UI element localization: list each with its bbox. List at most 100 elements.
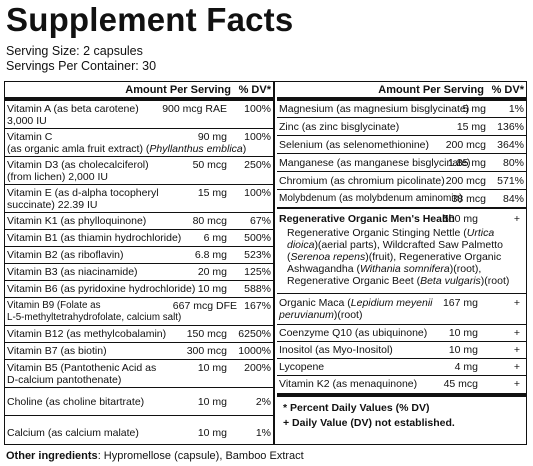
blend-text: )(fruit), Regenerative Organic [365, 251, 502, 263]
nutrient-dv: + [513, 361, 520, 373]
nutrient-amount: 15 mg [197, 187, 227, 199]
nutrient-row: Vitamin B3 (as niacinamide) 20 mg 125% [5, 264, 273, 281]
nutrient-name: Vitamin E (as d-alpha tocopheryl [7, 187, 159, 199]
nutrient-name: Vitamin A (as beta carotene) [7, 103, 139, 115]
page-title: Supplement Facts [6, 1, 294, 38]
nutrient-amount: 1.85 mg [448, 157, 486, 169]
footnote-dv-not-established: + Daily Value (DV) not established. [283, 417, 455, 429]
nutrient-row: Vitamin B6 (as pyridoxine hydrochloride)… [5, 281, 273, 298]
nutrient-name: Vitamin B2 (as riboflavin) [7, 249, 124, 261]
facts-panel: Amount Per Serving % DV* Vitamin A (as b… [4, 81, 527, 445]
nutrient-name: Selenium (as selenomethionine) [279, 139, 429, 151]
nutrient-amount: 90 mg [197, 131, 227, 143]
nutrient-name: Vitamin C [7, 131, 53, 143]
other-ingredients-label: Other ingredients [6, 450, 98, 462]
nutrient-dv: 571% [497, 175, 524, 187]
blend-text: )(root), [449, 263, 482, 275]
servings-per-container: Servings Per Container: 30 [6, 59, 157, 73]
nutrient-amount: 10 mg [448, 344, 478, 356]
nutrient-name: Choline (as choline bitartrate) [7, 396, 145, 408]
nutrient-name: Vitamin B9 (Folate as [7, 300, 101, 311]
nutrient-name: Vitamin K1 (as phylloquinone) [7, 215, 147, 227]
nutrient-row: Choline (as choline bitartrate) 10 mg 2% [5, 388, 273, 416]
nutrient-amount: 6.8 mg [194, 249, 227, 261]
nutrient-dv: 1% [508, 103, 524, 115]
nutrient-name: Vitamin B6 (as pyridoxine hydrochloride) [7, 283, 196, 295]
blend-latin-name: Withania somnifera [359, 263, 450, 275]
nutrient-dv: 80% [502, 157, 524, 169]
nutrient-amount: 150 mcg [186, 328, 227, 340]
nutrient-name: Inositol (as Myo-Inositol) [279, 344, 393, 356]
proprietary-blend: Regenerative Organic Men's Health 500 mg… [277, 211, 526, 294]
nutrient-amount: 200 mcg [445, 175, 486, 187]
nutrient-amount: 10 mg [197, 362, 227, 374]
nutrient-dv: 136% [497, 121, 524, 133]
nutrient-dv: + [513, 344, 520, 356]
nutrient-row: Vitamin B7 (as biotin) 300 mcg 1000% [5, 343, 273, 360]
nutrient-name-detail: 3,000 IU [7, 115, 47, 127]
nutrient-row: Vitamin K2 (as menaquinone) 45 mcg + [277, 376, 526, 397]
nutrient-dv: 588% [244, 283, 271, 295]
blend-text: Regenerative Organic Stinging Nettle ( [287, 227, 467, 239]
nutrient-row: Calcium (as calcium malate) 10 mg 1% [5, 416, 273, 439]
nutrient-amount: 5 mg [462, 103, 486, 115]
nutrient-name: Lycopene [279, 361, 325, 373]
blend-text: )(root) [480, 275, 510, 287]
nutrient-row-maca: Organic Maca (Lepidium meyenii peruvianu… [277, 294, 526, 325]
nutrient-row: Magnesium (as magnesium bisglycinate) 5 … [277, 101, 526, 118]
nutrient-latin-name: Lepidium meyenii [350, 297, 433, 309]
blend-text: Ashwagandha ( [287, 263, 360, 275]
nutrient-name-detail: D-calcium pantothenate) [7, 374, 122, 386]
nutrient-amount: 900 mcg RAE [162, 103, 227, 115]
nutrient-name: Vitamin B12 (as methylcobalamin) [7, 328, 167, 340]
left-column: Amount Per Serving % DV* Vitamin A (as b… [5, 82, 275, 444]
nutrient-name: Zinc (as zinc bisglycinate) [279, 121, 400, 133]
nutrient-amount: 38 mcg [451, 193, 486, 205]
nutrient-row: Vitamin B12 (as methylcobalamin) 150 mcg… [5, 326, 273, 343]
nutrient-row: Vitamin E (as d-alpha tocopheryl succinat… [5, 185, 273, 213]
nutrient-amount: 20 mg [197, 266, 227, 278]
nutrient-amount: 10 mg [197, 396, 227, 408]
blend-latin-name: Urtica [466, 227, 495, 239]
nutrient-dv: 84% [502, 193, 524, 205]
nutrient-name: Chromium (as chromium picolinate) [279, 175, 445, 187]
nutrient-name: Vitamin B3 (as niacinamide) [7, 266, 138, 278]
nutrient-dv: 100% [244, 103, 271, 115]
nutrient-row: Selenium (as selenomethionine) 200 mcg 3… [277, 137, 526, 154]
nutrient-row: Vitamin D3 (as cholecalciferol) (from lic… [5, 157, 273, 185]
nutrient-dv: + [513, 297, 520, 309]
blend-dv: + [513, 213, 520, 225]
nutrient-name: Coenzyme Q10 (as ubiquinone) [279, 327, 428, 339]
blend-text: ( [287, 251, 291, 263]
nutrient-amount: 10 mg [197, 427, 227, 439]
nutrient-latin-name: Phyllanthus emblica [149, 143, 243, 155]
other-ingredients: Other ingredients: Hypromellose (capsule… [6, 450, 304, 462]
nutrient-row: Coenzyme Q10 (as ubiquinone) 10 mg + [277, 325, 526, 342]
nutrient-amount: 80 mcg [192, 215, 227, 227]
nutrient-dv: 6250% [238, 328, 271, 340]
nutrient-row: Vitamin B2 (as riboflavin) 6.8 mg 523% [5, 247, 273, 264]
nutrient-dv: 100% [244, 131, 271, 143]
nutrient-dv: 364% [497, 139, 524, 151]
blend-amount: 500 mg [442, 213, 478, 225]
footnote-percent-dv: * Percent Daily Values (% DV) [283, 402, 430, 414]
blend-latin-name: Beta vulgaris [420, 275, 481, 287]
nutrient-dv: 100% [244, 187, 271, 199]
serving-size: Serving Size: 2 capsules [6, 44, 143, 58]
nutrient-dv: 67% [249, 215, 271, 227]
nutrient-name: Calcium (as calcium malate) [7, 427, 139, 439]
other-ingredients-text: : Hypromellose (capsule), Bamboo Extract [97, 450, 304, 462]
amount-header: Amount Per Serving [125, 84, 231, 96]
nutrient-row: Vitamin B5 (Pantothenic Acid as D-calcium… [5, 360, 273, 388]
nutrient-row: Vitamin K1 (as phylloquinone) 80 mcg 67% [5, 213, 273, 230]
nutrient-name-detail: )(root) [333, 309, 363, 321]
nutrient-dv: 125% [244, 266, 271, 278]
nutrient-name: Organic Maca ( [279, 297, 351, 309]
nutrient-row: Inositol (as Myo-Inositol) 10 mg + [277, 342, 526, 359]
nutrient-dv: 2% [255, 396, 271, 408]
nutrient-row: Vitamin A (as beta carotene) 3,000 IU 900… [5, 101, 273, 129]
nutrient-name-detail: succinate) 22.39 IU [7, 199, 98, 211]
nutrient-dv: + [513, 327, 520, 339]
nutrient-amount: 4 mg [454, 361, 478, 373]
nutrient-latin-name: peruvianum [279, 309, 334, 321]
